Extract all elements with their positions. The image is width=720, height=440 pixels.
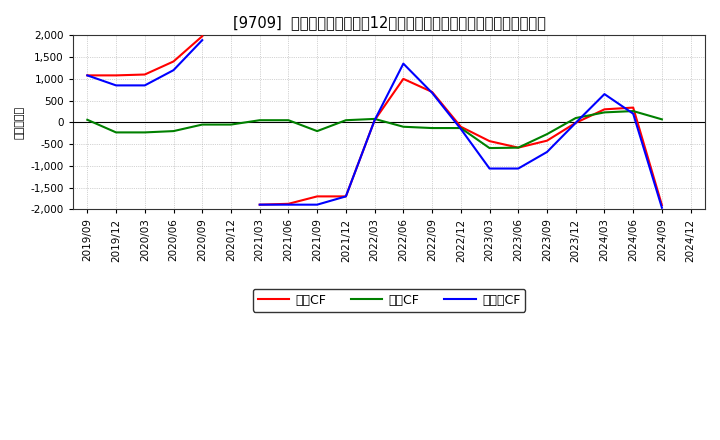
営業CF (629, 105, 637, 110)
投資CF (312, 128, 321, 134)
投資CF (456, 125, 465, 131)
営業CF (428, 89, 436, 95)
営業CF (399, 76, 408, 81)
投資CF (543, 132, 552, 137)
フリーCF (169, 67, 178, 73)
フリーCF (572, 120, 580, 125)
投資CF (341, 117, 350, 123)
営業CF (140, 72, 149, 77)
フリーCF (112, 83, 120, 88)
Line: 営業CF: 営業CF (87, 36, 662, 205)
投資CF (227, 122, 235, 127)
フリーCF (657, 205, 666, 210)
営業CF (370, 117, 379, 123)
フリーCF (600, 92, 609, 97)
Line: フリーCF: フリーCF (87, 40, 662, 208)
営業CF (657, 202, 666, 208)
フリーCF (312, 202, 321, 207)
投資CF (198, 122, 207, 127)
フリーCF (83, 73, 91, 78)
営業CF (169, 59, 178, 64)
営業CF (312, 194, 321, 199)
営業CF (572, 120, 580, 125)
投資CF (256, 117, 264, 123)
投資CF (112, 130, 120, 135)
営業CF (485, 139, 494, 144)
フリーCF (543, 149, 552, 154)
投資CF (657, 117, 666, 122)
投資CF (83, 117, 91, 122)
投資CF (169, 128, 178, 134)
営業CF (600, 106, 609, 112)
営業CF (341, 194, 350, 199)
営業CF (83, 73, 91, 78)
フリーCF (629, 111, 637, 116)
営業CF (112, 73, 120, 78)
フリーCF (256, 202, 264, 207)
フリーCF (456, 126, 465, 132)
フリーCF (284, 202, 293, 207)
Legend: 営業CF, 投資CF, フリーCF: 営業CF, 投資CF, フリーCF (253, 289, 526, 312)
フリーCF (514, 166, 523, 171)
Title: [9709]  キャッシュフローの12か月移動合計の対前年同期増減額の推移: [9709] キャッシュフローの12か月移動合計の対前年同期増減額の推移 (233, 15, 546, 30)
投資CF (370, 116, 379, 121)
営業CF (198, 33, 207, 39)
フリーCF (198, 37, 207, 43)
投資CF (428, 125, 436, 131)
投資CF (629, 108, 637, 114)
営業CF (514, 145, 523, 150)
フリーCF (399, 61, 408, 66)
フリーCF (370, 117, 379, 123)
フリーCF (140, 83, 149, 88)
投資CF (399, 124, 408, 129)
投資CF (140, 130, 149, 135)
投資CF (572, 115, 580, 121)
投資CF (284, 117, 293, 123)
フリーCF (428, 90, 436, 95)
営業CF (456, 124, 465, 129)
営業CF (543, 138, 552, 143)
営業CF (284, 201, 293, 206)
Y-axis label: （百万円）: （百万円） (15, 106, 25, 139)
営業CF (256, 202, 264, 207)
投資CF (600, 110, 609, 115)
投資CF (514, 145, 523, 150)
投資CF (485, 146, 494, 151)
Line: 投資CF: 投資CF (87, 111, 662, 148)
フリーCF (341, 194, 350, 199)
フリーCF (485, 166, 494, 171)
